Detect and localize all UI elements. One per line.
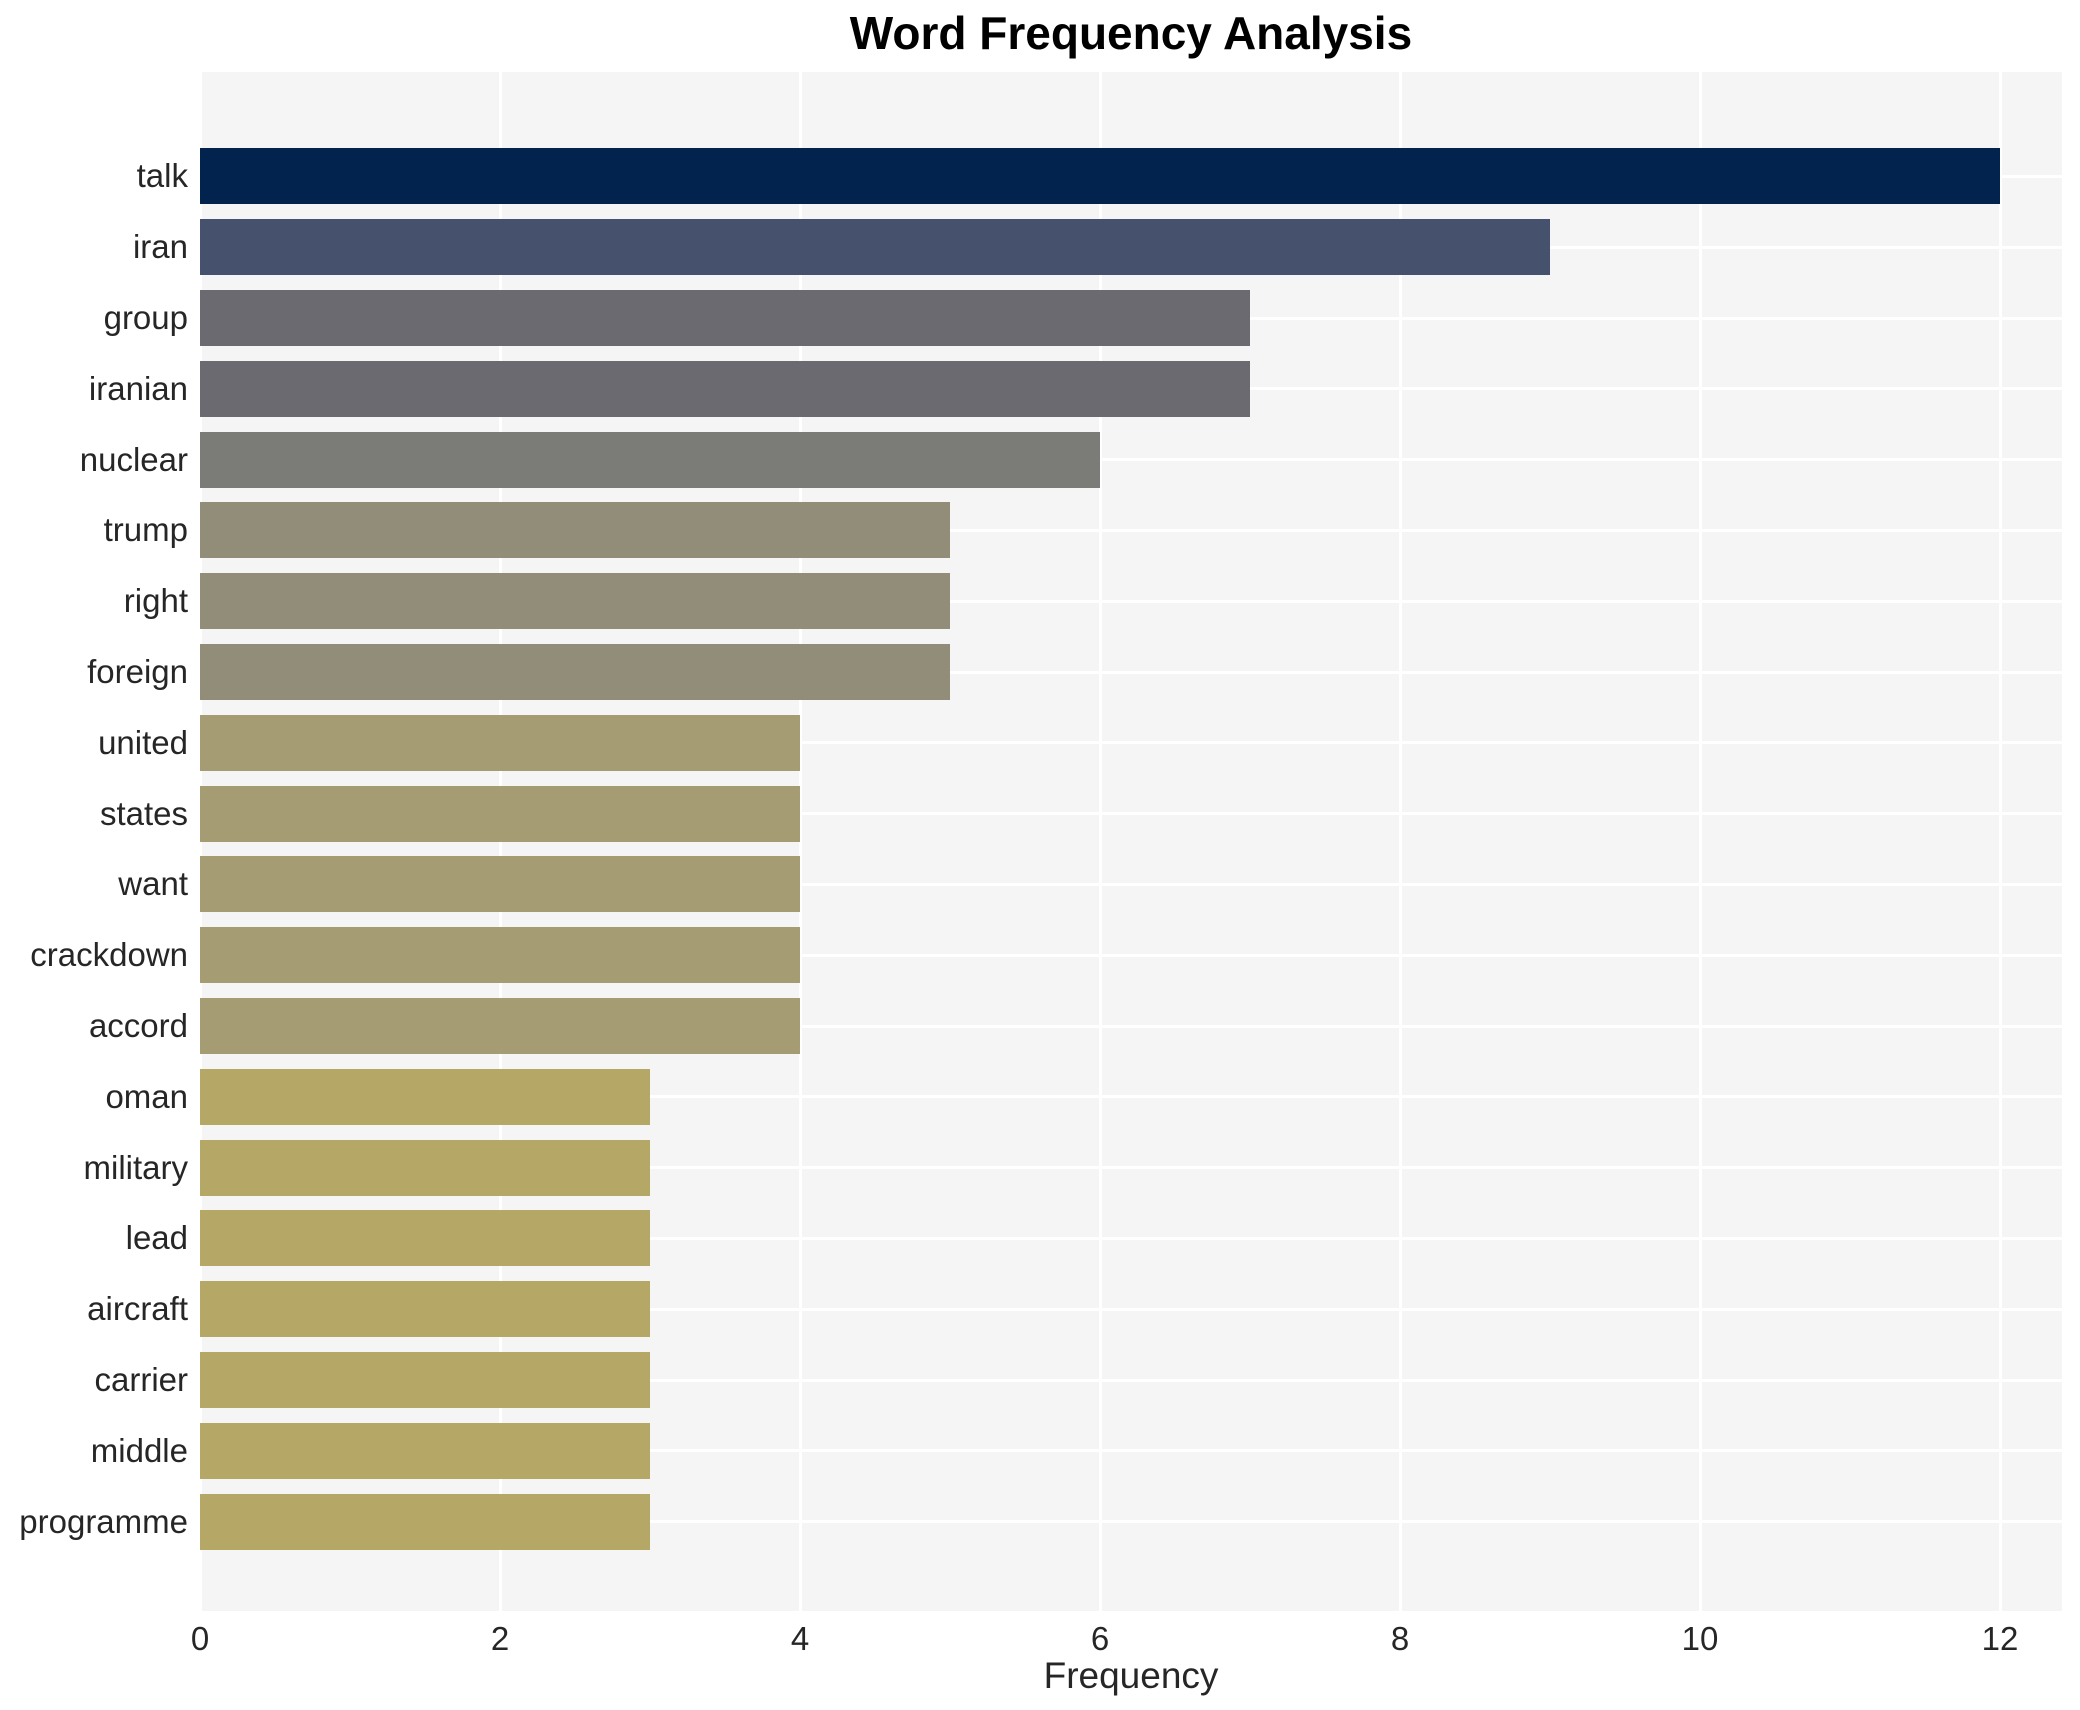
gridline-y-crackdown <box>200 953 2062 957</box>
gridline-y-oman <box>200 1095 2062 1099</box>
gridline-y-states <box>200 812 2062 816</box>
y-tick-label-want: want <box>118 865 188 903</box>
y-tick-label-aircraft: aircraft <box>87 1290 188 1328</box>
x-tick-label-4: 4 <box>790 1620 810 1657</box>
y-tick-label-military: military <box>83 1148 189 1186</box>
y-tick-label-iranian: iranian <box>88 369 188 407</box>
chart-title: Word Frequency Analysis <box>849 7 1413 59</box>
x-tick-label-10: 10 <box>1681 1620 1719 1657</box>
y-tick-label-iran: iran <box>132 228 188 266</box>
y-tick-label-oman: oman <box>105 1077 188 1115</box>
y-tick-label-group: group <box>103 298 188 336</box>
y-tick-label-united: united <box>98 723 188 761</box>
bar-states <box>200 785 800 842</box>
gridline-y-united <box>200 741 2062 745</box>
gridline-x-4 <box>798 72 802 1611</box>
bar-carrier <box>200 1352 650 1408</box>
bar-iran <box>200 219 1550 276</box>
bar-lead <box>200 1210 650 1267</box>
gridline-y-aircraft <box>200 1307 2062 1311</box>
bar-trump <box>200 502 950 559</box>
y-tick-label-middle: middle <box>90 1431 188 1469</box>
bar-iranian <box>200 360 1250 417</box>
bar-accord <box>200 998 800 1054</box>
gridline-y-foreign <box>200 670 2062 674</box>
bar-united <box>200 714 800 771</box>
y-tick-label-trump: trump <box>103 511 188 549</box>
gridline-y-accord <box>200 1024 2062 1028</box>
bar-aircraft <box>200 1281 650 1338</box>
gridline-y-carrier <box>200 1378 2062 1382</box>
y-tick-label-carrier: carrier <box>94 1360 188 1398</box>
x-tick-label-0: 0 <box>190 1620 210 1657</box>
gridline-y-middle <box>200 1449 2062 1453</box>
x-tick-label-2: 2 <box>490 1620 510 1657</box>
gridline-x-6 <box>1098 72 1102 1611</box>
bar-crackdown <box>200 927 800 984</box>
y-tick-label-nuclear: nuclear <box>79 440 188 478</box>
bar-oman <box>200 1068 650 1125</box>
gridline-y-right <box>200 599 2062 603</box>
gridline-y-lead <box>200 1236 2062 1240</box>
y-tick-label-lead: lead <box>125 1219 188 1257</box>
gridline-y-want <box>200 882 2062 886</box>
bar-programme <box>200 1493 650 1550</box>
bar-right <box>200 573 950 630</box>
x-tick-label-8: 8 <box>1390 1620 1410 1657</box>
y-tick-label-foreign: foreign <box>87 652 188 690</box>
gridline-y-nuclear <box>200 458 2062 462</box>
plot-area <box>198 72 2062 1611</box>
x-axis-title: Frequency <box>1043 1655 1219 1696</box>
gridline-y-trump <box>200 528 2062 532</box>
y-tick-label-programme: programme <box>19 1502 188 1540</box>
gridline-x-10 <box>1698 72 1702 1611</box>
gridline-x-12 <box>1998 72 2002 1611</box>
bar-foreign <box>200 644 950 700</box>
gridline-x-8 <box>1398 72 1402 1611</box>
bar-nuclear <box>200 431 1100 488</box>
bar-middle <box>200 1422 650 1479</box>
bar-want <box>200 856 800 913</box>
y-tick-label-accord: accord <box>88 1006 188 1044</box>
y-tick-label-right: right <box>123 582 188 620</box>
bar-military <box>200 1139 650 1196</box>
bar-talk <box>200 148 2000 205</box>
y-tick-label-states: states <box>99 794 188 832</box>
gridline-y-programme <box>200 1520 2062 1524</box>
y-tick-label-talk: talk <box>136 157 188 195</box>
y-tick-label-crackdown: crackdown <box>30 936 188 974</box>
x-tick-label-6: 6 <box>1090 1620 1110 1657</box>
gridline-y-military <box>200 1166 2062 1170</box>
bar-group <box>200 290 1250 346</box>
x-tick-label-12: 12 <box>1981 1620 2019 1657</box>
